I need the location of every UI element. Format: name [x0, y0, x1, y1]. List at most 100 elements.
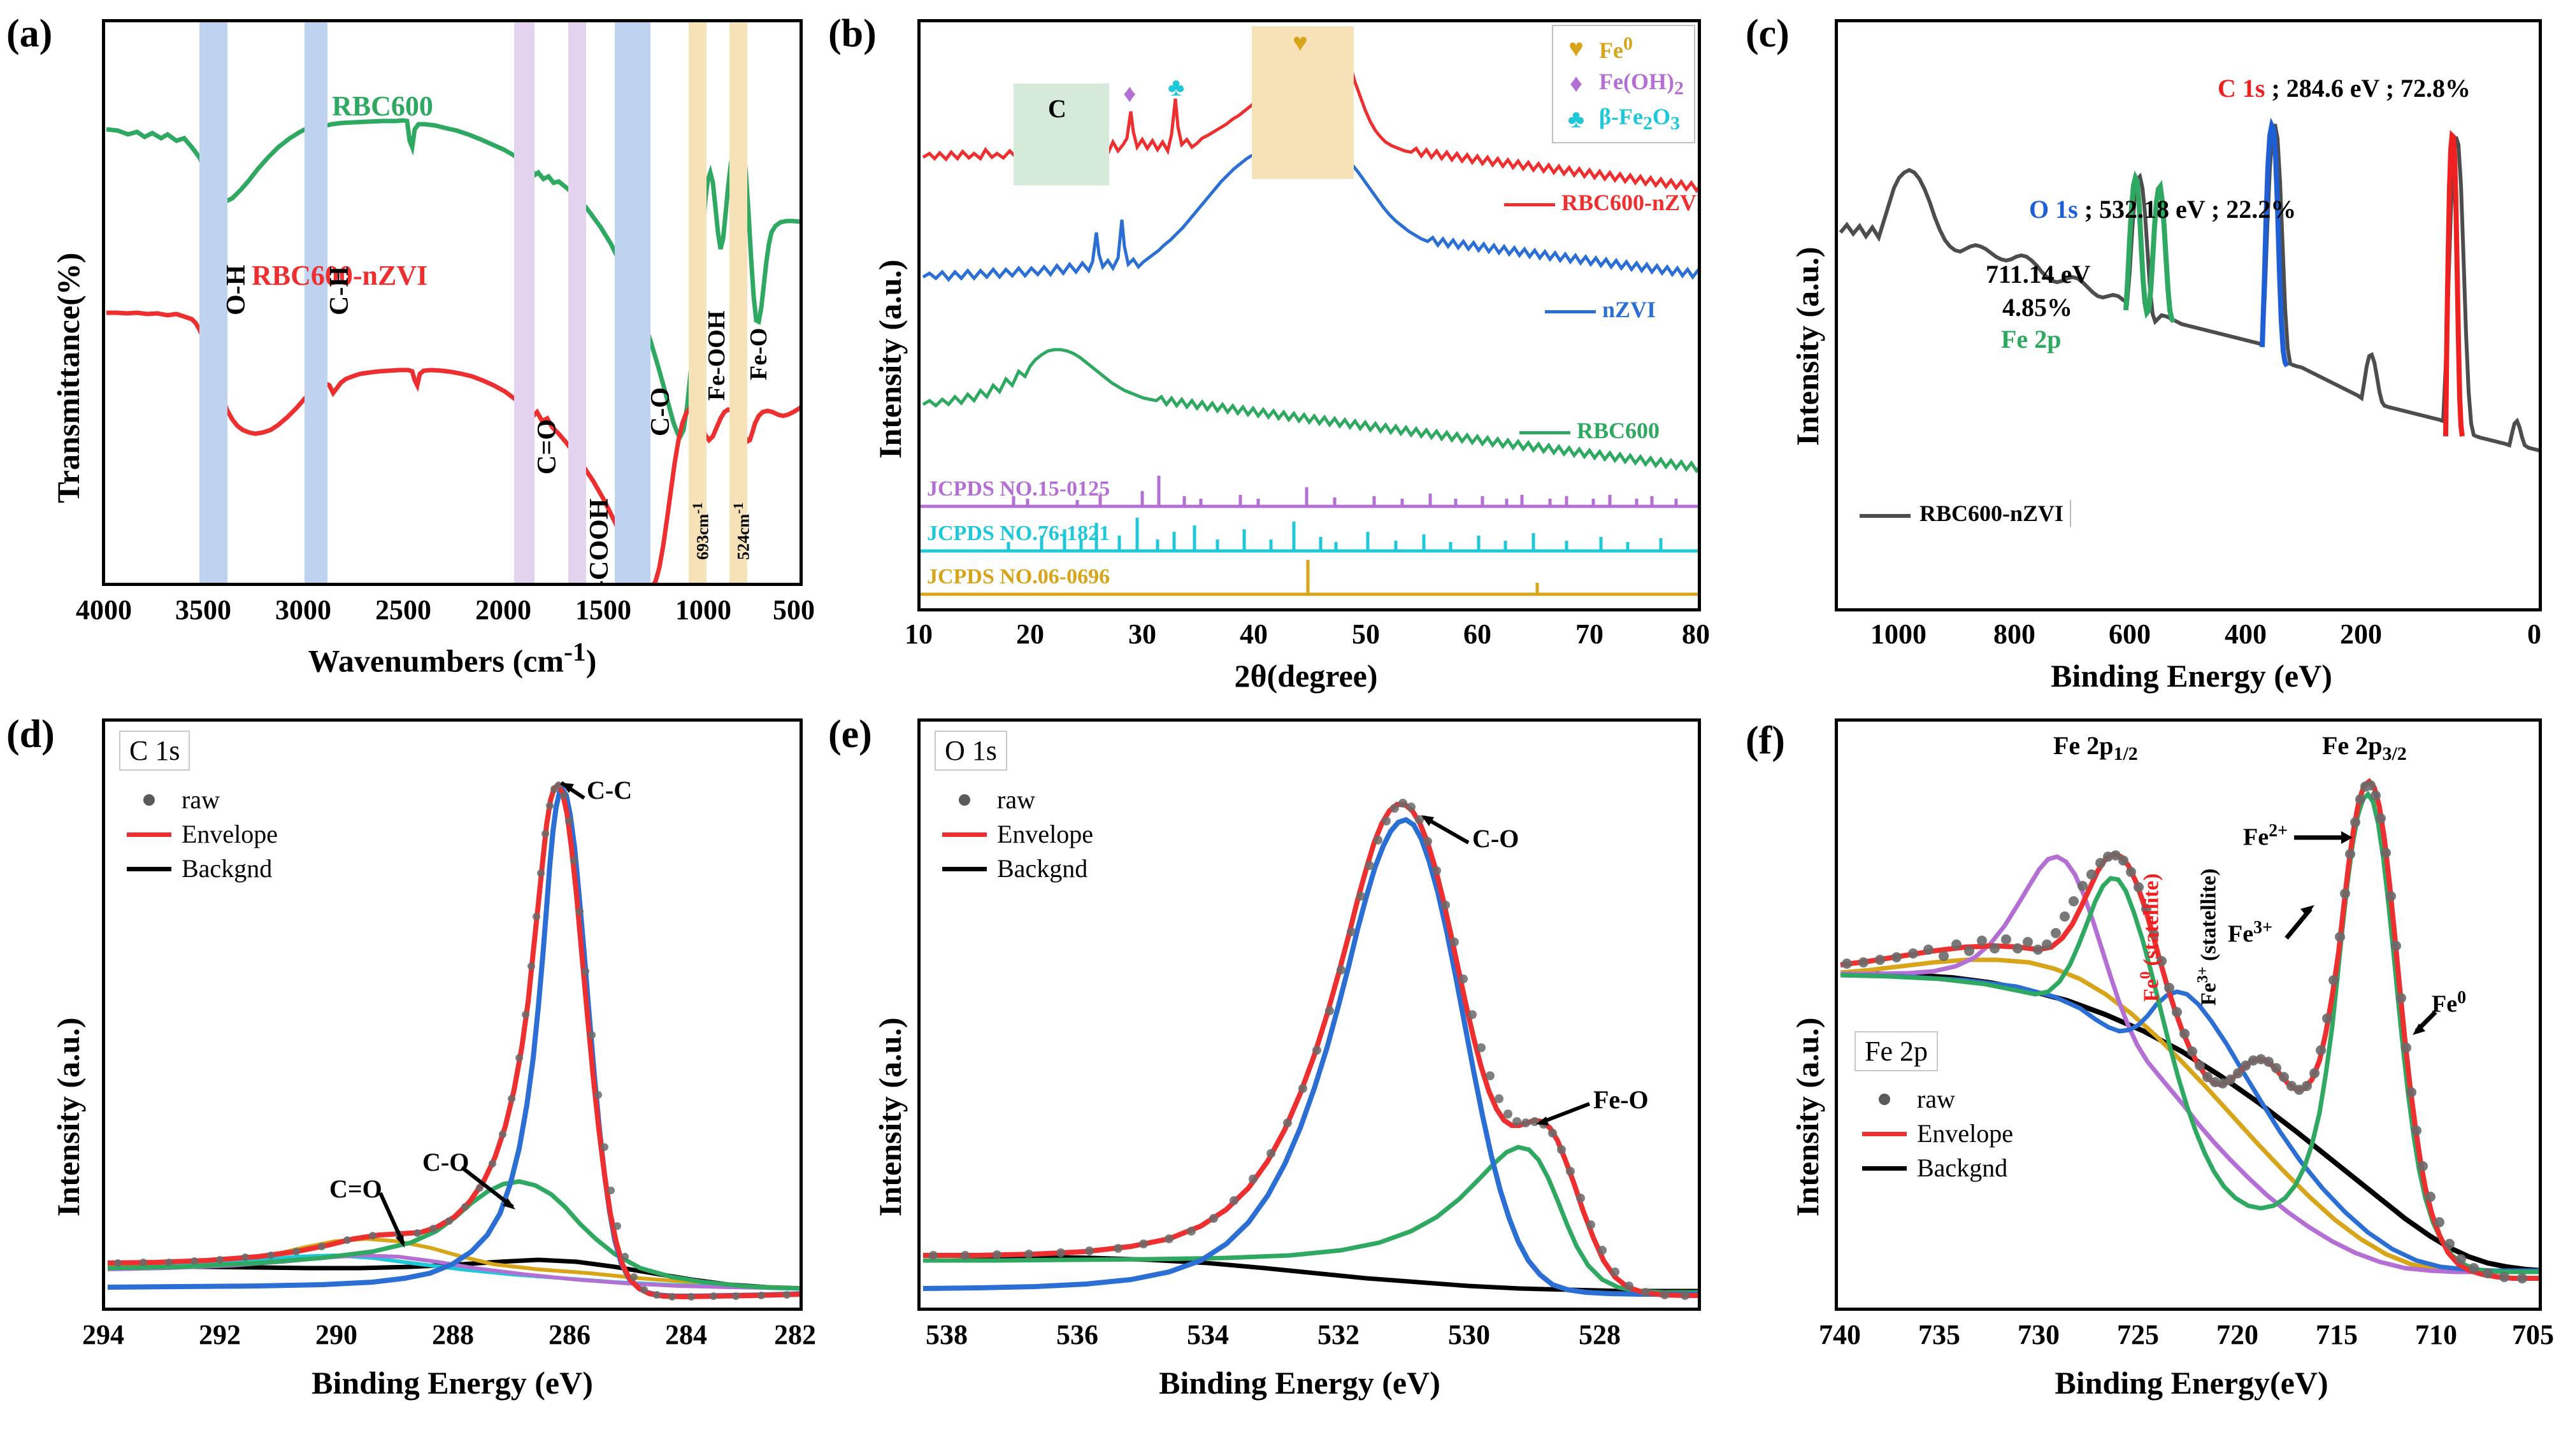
legend-item-envelope: Envelope	[127, 817, 278, 852]
panel-f-xtick-7: 705	[2512, 1319, 2554, 1350]
panel-d: (d) Intensity (a.u.)	[0, 688, 822, 1456]
panel-b-curve-name-0: RBC600-nZVI	[1561, 190, 1701, 215]
legend-item-feoh2: ♦ Fe(OH)2	[1563, 66, 1684, 102]
panel-e: (e) Intensity (a.u.)	[822, 688, 1739, 1456]
panel-a-x-axis-label-end: )	[585, 643, 597, 679]
panel-f-legend: raw Envelope Backgnd	[1862, 1082, 2013, 1185]
panel-f-xtick-5: 715	[2316, 1319, 2358, 1350]
ref-label-2: JCPDS NO.06-0696	[927, 565, 1110, 589]
region-label-c: C	[1048, 94, 1066, 123]
panel-c-xtick-2: 600	[2109, 618, 2151, 650]
band-fe-ooh	[689, 22, 707, 583]
panel-e-plot: O 1s raw Envelope Backgnd C-O Fe-O	[917, 718, 1701, 1311]
panel-b-xtick-5: 60	[1463, 618, 1491, 650]
raw-points	[1842, 780, 2527, 1283]
panel-a-xtick-5: 1500	[575, 594, 631, 625]
legend-fe0-label: Fe0	[1599, 33, 1633, 63]
panel-f-curves	[1840, 778, 2539, 1283]
panel-c-y-axis-label: Intensity (a.u.)	[1790, 246, 1825, 446]
panel-d-tag: (d)	[6, 713, 55, 756]
panel-c-plot: C 1s ; 284.6 eV ; 72.8% O 1s ; 532.18 eV…	[1835, 19, 2542, 611]
panel-e-xtick-4: 530	[1448, 1319, 1490, 1350]
panel-b: (b) Intensity (a.u.) C	[822, 0, 1739, 694]
peak-label-c-double-o: C=O	[329, 1174, 382, 1203]
legend-backgnd-label: Backgnd	[997, 854, 1088, 883]
legend-item-fe0: ♥ Fe0	[1563, 31, 1684, 66]
panel-c-legend: RBC600-nZVI	[1860, 500, 2072, 527]
panel-b-xtick-7: 80	[1682, 618, 1710, 650]
peak-note-524-sup: -1	[731, 502, 746, 514]
panel-a-xtick-1: 3500	[175, 594, 231, 625]
panel-e-xtick-1: 536	[1056, 1319, 1098, 1350]
panel-f-xtick-6: 710	[2415, 1319, 2457, 1350]
panel-d-legend: raw Envelope Backgnd	[127, 783, 278, 886]
peak-label-fe3plus-satellite: Fe3+ (statellite)	[2195, 868, 2221, 1006]
panel-c-tag: (c)	[1746, 12, 1790, 55]
legend-raw-label: raw	[1917, 1085, 1955, 1113]
band-c-o	[615, 22, 650, 583]
peak-label-co: C-O	[1472, 824, 1519, 853]
peak-note-524: 524cm-1	[731, 503, 754, 560]
band-label-c-o: C-O	[646, 387, 675, 436]
panel-e-xtick-5: 528	[1579, 1319, 1621, 1350]
peak-label-fe0: Fe0	[2432, 988, 2467, 1018]
annot-fe2p-percent: 4.85%	[2002, 293, 2072, 322]
legend-item-backgnd: Backgnd	[127, 852, 278, 886]
panel-d-plot: C 1s raw Envelope Backgnd C-C C-O C=O	[102, 718, 803, 1311]
panel-c-curve	[1839, 117, 2539, 453]
band-co-double	[514, 22, 534, 583]
panel-a-x-axis-label-sup: -1	[563, 638, 586, 667]
raw-dot-icon	[1879, 1094, 1890, 1105]
panel-a-xtick-0: 4000	[76, 594, 132, 625]
club-icon: ♣	[1567, 104, 1585, 134]
panel-e-xtick-2: 534	[1187, 1319, 1229, 1350]
band-oh	[199, 22, 227, 583]
panel-b-curve-label-nzvi: nZVI	[1545, 296, 1656, 323]
panel-f-xtick-1: 735	[1918, 1319, 1960, 1350]
panel-f-header-2p32-text: Fe 2p	[2322, 731, 2383, 760]
diamond-icon: ♦	[1569, 69, 1583, 98]
panel-c: (c) Intensity (a.u.) C 1s ; 284.6 eV ; 7…	[1739, 0, 2561, 694]
peak-note-693-sup: -1	[690, 502, 705, 514]
panel-a-xtick-4: 2000	[475, 594, 531, 625]
panel-a-series-label-rbc600: RBC600	[332, 90, 433, 122]
panel-f-header-2p32-sub: 3/2	[2382, 743, 2407, 764]
legend-bfe2o3-label: β-Fe2O3	[1599, 104, 1680, 134]
band-label-fe-ooh: Fe-OOH	[703, 310, 730, 401]
panel-b-xtick-4: 50	[1352, 618, 1380, 650]
peak-label-fe2plus: Fe2+	[2243, 821, 2288, 851]
panel-e-title-box: O 1s	[935, 731, 1007, 771]
legend-item-envelope: Envelope	[1862, 1117, 2013, 1151]
band-cooh	[568, 22, 586, 583]
panel-f-header-2p32: Fe 2p3/2	[2322, 731, 2407, 765]
panel-f-x-axis-label: Binding Energy(eV)	[2055, 1365, 2328, 1401]
region-highlight-c	[1014, 83, 1109, 185]
legend-envelope-label: Envelope	[182, 820, 278, 848]
legend-item-envelope: Envelope	[942, 817, 1093, 852]
panel-b-tag: (b)	[828, 12, 877, 55]
peak-label-fe0-satellite: Fe0 (statellite)	[2137, 873, 2163, 1002]
panel-c-xtick-3: 400	[2225, 618, 2267, 650]
peak-label-fe3plus: Fe3+	[2228, 918, 2273, 948]
ref-label-1: JCPDS NO.76-1821	[927, 522, 1110, 545]
annot-fe2p-energy: 711.14 eV	[1986, 260, 2091, 289]
panel-a-xtick-3: 2500	[375, 594, 431, 625]
legend-item-raw: raw	[127, 783, 278, 817]
panel-f-xtick-3: 725	[2117, 1319, 2159, 1350]
panel-b-x-axis-label: 2θ(degree)	[1234, 658, 1378, 694]
panel-c-xtick-0: 1000	[1870, 618, 1926, 650]
peak-label-cc: C-C	[587, 776, 633, 804]
panel-d-xtick-5: 284	[665, 1319, 707, 1350]
panel-a-tag: (a)	[6, 12, 53, 55]
band-label-fe-o: Fe-O	[745, 327, 772, 380]
raw-points	[114, 782, 791, 1301]
panel-b-curve-label-rbc600-nzvi: RBC600-nZVI	[1504, 189, 1701, 216]
panel-c-xtick-5: 0	[2527, 618, 2541, 650]
panel-b-curve-label-rbc600: RBC600	[1519, 417, 1660, 444]
panel-f-header-2p12-text: Fe 2p	[2053, 731, 2114, 760]
legend-item-backgnd: Backgnd	[942, 852, 1093, 886]
panel-d-xtick-6: 282	[774, 1319, 816, 1350]
backgnd-line-icon	[942, 866, 987, 871]
legend-backgnd-label: Backgnd	[182, 854, 273, 883]
panel-b-curve-name-2: RBC600	[1577, 418, 1660, 443]
